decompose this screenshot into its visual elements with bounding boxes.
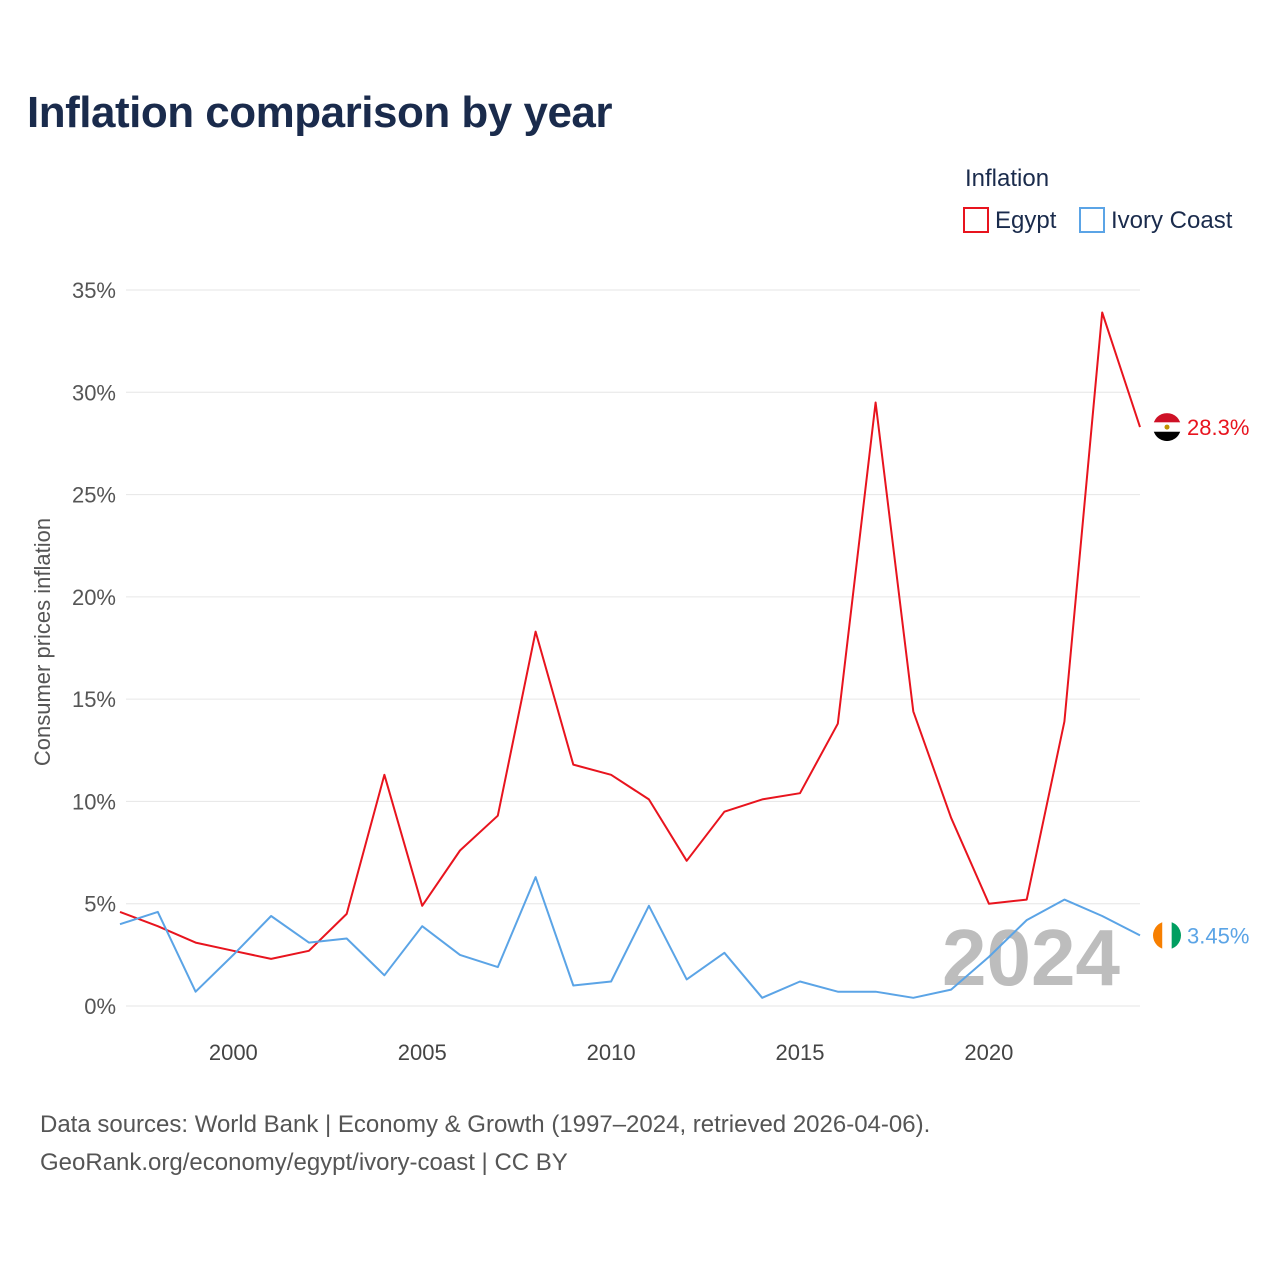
y-tick-label: 30% xyxy=(72,380,116,405)
y-tick-label: 10% xyxy=(72,789,116,814)
x-tick-label: 2015 xyxy=(776,1040,825,1065)
y-tick-label: 20% xyxy=(72,585,116,610)
legend-item-ivory-coast[interactable]: Ivory Coast xyxy=(1079,207,1233,234)
legend-swatch-egypt xyxy=(963,207,989,233)
x-tick-label: 2005 xyxy=(398,1040,447,1065)
legend-label-egypt: Egypt xyxy=(995,207,1057,234)
grid-layer xyxy=(126,289,1140,1007)
series-end-markers: 28.3% 3.45% xyxy=(1153,413,1249,950)
x-axis-ticks: 2000 2005 2010 2015 2020 xyxy=(209,1040,1014,1065)
y-tick-label: 25% xyxy=(72,483,116,508)
source-line-1: Data sources: World Bank | Economy & Gro… xyxy=(40,1111,931,1138)
year-watermark: 2024 xyxy=(942,913,1120,1002)
x-tick-label: 2000 xyxy=(209,1040,258,1065)
y-tick-label: 0% xyxy=(84,994,116,1019)
legend-title: Inflation xyxy=(965,165,1049,192)
x-tick-label: 2010 xyxy=(587,1040,636,1065)
chart-title: Inflation comparison by year xyxy=(27,88,613,137)
end-label-ivory-coast: 3.45% xyxy=(1187,923,1249,948)
series-line-ivory-coast[interactable] xyxy=(119,876,1141,999)
legend: Inflation Egypt Ivory Coast xyxy=(963,165,1233,234)
ivory-coast-flag-icon xyxy=(1153,921,1181,950)
legend-item-egypt[interactable]: Egypt xyxy=(963,207,1057,234)
series-layer xyxy=(119,311,1141,999)
series-line-egypt[interactable] xyxy=(119,311,1141,960)
y-axis-label: Consumer prices inflation xyxy=(30,518,55,766)
egypt-flag-icon xyxy=(1153,413,1181,442)
source-line-2[interactable]: GeoRank.org/economy/egypt/ivory-coast | … xyxy=(40,1149,568,1176)
x-tick-label: 2020 xyxy=(964,1040,1013,1065)
end-label-egypt: 28.3% xyxy=(1187,415,1249,440)
y-tick-label: 5% xyxy=(84,892,116,917)
legend-swatch-ivory-coast xyxy=(1079,207,1105,233)
y-tick-label: 15% xyxy=(72,687,116,712)
source-note: Data sources: World Bank | Economy & Gro… xyxy=(40,1106,930,1182)
legend-label-ivory-coast: Ivory Coast xyxy=(1111,207,1233,234)
y-axis-ticks: 0% 5% 10% 15% 20% 25% 30% 35% xyxy=(72,278,116,1019)
y-tick-label: 35% xyxy=(72,278,116,303)
